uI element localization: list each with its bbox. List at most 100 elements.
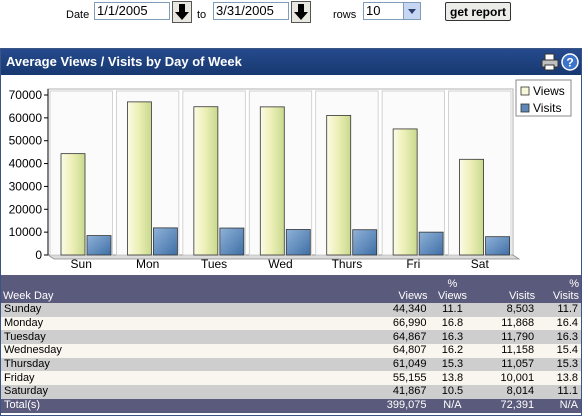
legend-swatch-views xyxy=(520,86,530,96)
rows-label: rows xyxy=(333,9,357,21)
start-date-picker-button[interactable] xyxy=(172,1,192,23)
bar-views-sat xyxy=(459,158,484,256)
cell-visits: 10,001 xyxy=(500,371,535,384)
cell-visits: 11,158 xyxy=(501,344,535,357)
end-date-picker-button[interactable] xyxy=(291,1,311,23)
table-row: Thursday 61,049 15.3 11,057 15.3 xyxy=(1,357,581,372)
cell-day: Tuesday xyxy=(4,330,46,343)
cell-day: Friday xyxy=(4,371,35,384)
y-tick-label: 50000 xyxy=(9,134,43,148)
cell-views: 66,990 xyxy=(392,317,427,330)
cell-pct-views: 16.8 xyxy=(441,317,464,330)
cell-pct-visits: 16.3 xyxy=(556,330,578,343)
y-tick-label: 30000 xyxy=(9,179,43,193)
get-report-button[interactable]: get report xyxy=(445,2,511,21)
report-panel: Average Views / Visits by Day of Week ? … xyxy=(0,48,582,416)
y-tick-label: 10000 xyxy=(9,225,43,239)
cell-views: 64,867 xyxy=(392,330,427,343)
start-date-input[interactable]: 1/1/2005 xyxy=(94,2,170,20)
down-arrow-icon xyxy=(294,4,308,20)
legend-swatch-visits xyxy=(520,103,530,113)
table-row: Wednesday 64,807 16.2 11,158 15.4 xyxy=(1,344,581,358)
legend-label-views: Views xyxy=(533,84,565,98)
col-header-pct-visits: % Visits xyxy=(552,278,579,302)
cell-visits: 11,868 xyxy=(501,317,535,330)
cell-pct-visits: 13.8 xyxy=(556,371,578,384)
report-toolbar: Date 1/1/2005 to 3/31/2005 rows 10 get r… xyxy=(0,0,582,48)
cell-views: 41,867 xyxy=(392,385,427,398)
total-pct-views: N/A xyxy=(443,399,462,412)
cell-visits: 8,503 xyxy=(506,303,535,316)
table-total-row: Total(s) 399,075 N/A 72,391 N/A xyxy=(1,398,581,413)
views-visits-bar-chart: 0 10000 20000 30000 40000 50000 60000 70000 Sun M… xyxy=(9,79,572,271)
bar-visits-sun xyxy=(86,235,112,256)
bar-views-tues xyxy=(193,106,219,256)
legend-label-visits: Visits xyxy=(533,101,561,115)
table-header-row: Week Day Views % Views Visits % Visits xyxy=(1,275,581,303)
table-row: Sunday 44,340 11.1 8,503 11.7 xyxy=(1,303,581,317)
cell-day: Thursday xyxy=(4,358,50,371)
x-tick-label: Mon xyxy=(136,257,159,271)
to-label: to xyxy=(197,9,207,21)
cell-day: Sunday xyxy=(4,303,42,316)
cell-pct-views: 15.3 xyxy=(441,358,464,371)
down-arrow-icon xyxy=(175,4,189,20)
col-header-visits: Visits xyxy=(509,290,536,302)
end-date-input[interactable]: 3/31/2005 xyxy=(213,2,289,20)
rows-select[interactable]: 10 xyxy=(363,2,421,20)
date-label: Date xyxy=(66,9,90,21)
cell-day: Wednesday xyxy=(4,344,62,357)
total-label: Total(s) xyxy=(4,399,41,412)
y-tick-label: 20000 xyxy=(9,202,43,216)
x-tick-label: Fri xyxy=(406,257,420,271)
col-header-views: Views xyxy=(398,290,428,302)
bar-views-mon xyxy=(127,101,152,256)
bar-visits-fri xyxy=(418,231,444,256)
x-tick-label: Sat xyxy=(471,257,490,271)
bar-visits-tues xyxy=(219,227,245,256)
total-views: 399,075 xyxy=(386,399,427,412)
cell-views: 64,807 xyxy=(392,344,427,357)
x-tick-label: Wed xyxy=(268,257,292,271)
y-tick-label: 40000 xyxy=(9,157,43,171)
table-row: Tuesday 64,867 16.3 11,790 16.3 xyxy=(1,330,581,345)
table-row: Saturday 41,867 10.5 8,014 11.1 xyxy=(1,385,581,399)
cell-visits: 8,014 xyxy=(506,385,535,398)
cell-pct-visits: 16.4 xyxy=(556,317,578,330)
y-tick-label: 70000 xyxy=(9,88,43,102)
cell-pct-views: 11.1 xyxy=(442,303,463,316)
col-header-week-day: Week Day xyxy=(3,290,54,302)
cell-day: Saturday xyxy=(4,385,49,398)
cell-views: 44,340 xyxy=(392,303,427,316)
cell-day: Monday xyxy=(4,317,44,330)
cell-visits: 11,790 xyxy=(501,330,535,343)
y-tick-label: 0 xyxy=(35,248,42,262)
cell-pct-views: 16.3 xyxy=(441,330,464,343)
cell-views: 55,155 xyxy=(392,371,427,384)
col-header-pct-views: % Views xyxy=(437,278,468,302)
table-row: Monday 66,990 16.8 11,868 16.4 xyxy=(1,316,581,331)
total-pct-visits: N/A xyxy=(559,399,578,412)
panel-title: Average Views / Visits by Day of Week xyxy=(6,54,242,69)
cell-pct-visits: 11.1 xyxy=(557,385,578,398)
print-icon[interactable] xyxy=(541,53,559,71)
bar-views-thurs xyxy=(326,115,352,256)
bar-visits-mon xyxy=(153,227,178,256)
x-tick-label: Sun xyxy=(71,257,92,271)
panel-header: Average Views / Visits by Day of Week ? xyxy=(1,49,581,75)
chart-legend: Views Visits xyxy=(515,79,572,117)
svg-text:?: ? xyxy=(566,56,573,70)
chevron-down-icon[interactable] xyxy=(403,3,420,19)
cell-pct-visits: 15.4 xyxy=(556,344,578,357)
stats-table: Week Day Views % Views Visits % Visits Sun… xyxy=(1,275,581,413)
bar-visits-sat xyxy=(485,236,510,256)
cell-pct-views: 10.5 xyxy=(441,385,464,398)
help-icon[interactable]: ? xyxy=(561,53,579,71)
rows-select-value: 10 xyxy=(366,3,381,18)
cell-pct-visits: 15.3 xyxy=(556,358,578,371)
cell-pct-visits: 11.7 xyxy=(557,303,578,316)
total-visits: 72,391 xyxy=(500,399,535,412)
x-tick-label: Thurs xyxy=(332,257,363,271)
cell-views: 61,049 xyxy=(392,358,427,371)
bar-views-fri xyxy=(392,128,418,256)
